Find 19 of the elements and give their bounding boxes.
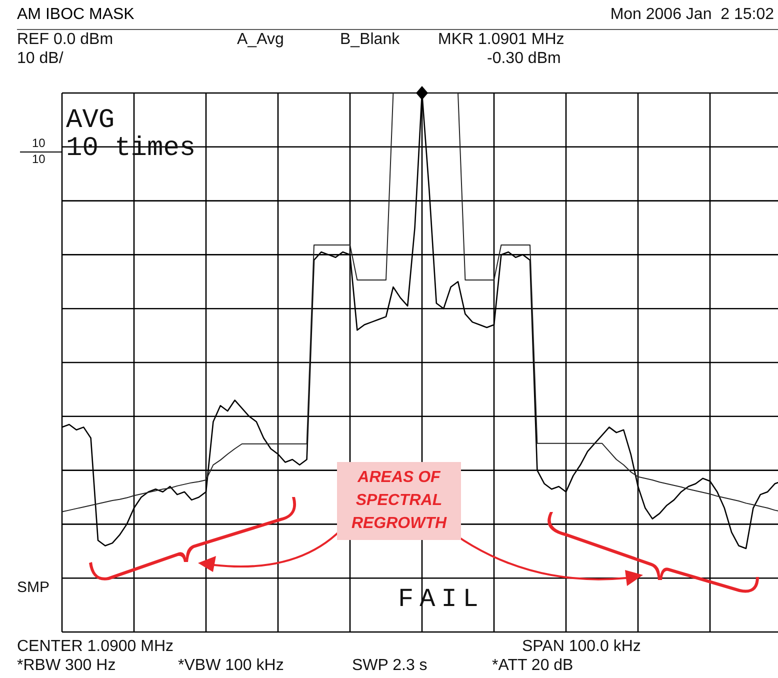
text: *ATT 20 dB [492, 657, 574, 675]
text: Mon 2006 Jan 2 15:02 [610, 6, 774, 24]
text: SWP 2.3 s [352, 657, 428, 675]
text: SPAN 100.0 kHz [522, 638, 641, 656]
text: MKR 1.0901 MHz [438, 31, 564, 49]
text: A_Avg [237, 31, 284, 49]
text: B_Blank [340, 31, 400, 49]
text: 10 [32, 136, 46, 150]
text: *VBW 100 kHz [178, 657, 284, 675]
chart-title: AM IBOC MASK [17, 6, 134, 24]
text: 10 [32, 152, 46, 166]
annotation: AVG [66, 106, 115, 137]
text: *RBW 300 Hz [17, 657, 116, 675]
text: SMP [17, 579, 50, 596]
text: CENTER 1.0900 MHz [17, 638, 174, 656]
text: 10 dB/ [17, 50, 64, 68]
text: REF 0.0 dBm [17, 31, 114, 49]
text: -0.30 dBm [487, 50, 561, 68]
annotation: AREAS OF SPECTRAL REGROWTH [337, 462, 461, 540]
